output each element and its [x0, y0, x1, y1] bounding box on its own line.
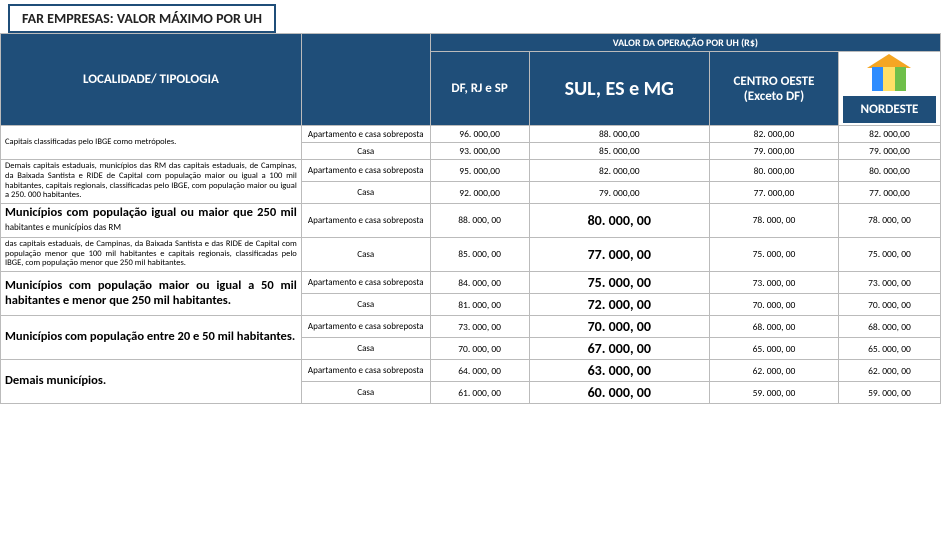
header-col-sul: SUL, ES e MG — [529, 52, 709, 126]
value-cell: 93. 000,00 — [430, 143, 529, 160]
typology-cell: Casa — [301, 382, 430, 404]
value-cell: 77. 000,00 — [710, 182, 839, 204]
table-row: das capitais estaduais, de Campinas, da … — [1, 237, 941, 271]
header-spacer — [301, 34, 430, 126]
value-cell: 80. 000,00 — [838, 160, 940, 182]
table-row: Municípios com população entre 20 e 50 m… — [1, 316, 941, 338]
typology-cell: Casa — [301, 237, 430, 271]
value-cell: 59. 000, 00 — [838, 382, 940, 404]
value-cell: 65. 000, 00 — [710, 338, 839, 360]
value-cell: 75. 000, 00 — [838, 237, 940, 271]
typology-cell: Casa — [301, 294, 430, 316]
page-title: FAR EMPRESAS: VALOR MÁXIMO POR UH — [8, 4, 276, 33]
row-description: Municípios com população entre 20 e 50 m… — [1, 316, 302, 360]
value-cell: 78. 000, 00 — [710, 204, 839, 238]
value-cell: 82. 000,00 — [838, 126, 940, 143]
row-description: Demais capitais estaduais, municípios da… — [1, 160, 302, 204]
value-cell: 77. 000, 00 — [529, 237, 709, 271]
value-cell: 80. 000, 00 — [529, 204, 709, 238]
typology-cell: Apartamento e casa sobreposta — [301, 272, 430, 294]
value-cell: 63. 000, 00 — [529, 360, 709, 382]
value-cell: 70. 000, 00 — [710, 294, 839, 316]
header-span: VALOR DA OPERAÇÃO POR UH (R$) — [430, 34, 940, 52]
value-cell: 95. 000,00 — [430, 160, 529, 182]
value-cell: 65. 000, 00 — [838, 338, 940, 360]
value-cell: 79. 000,00 — [710, 143, 839, 160]
value-cell: 82. 000,00 — [529, 160, 709, 182]
value-cell: 62. 000, 00 — [710, 360, 839, 382]
value-cell: 81. 000, 00 — [430, 294, 529, 316]
value-cell: 78. 000, 00 — [838, 204, 940, 238]
typology-cell: Apartamento e casa sobreposta — [301, 160, 430, 182]
value-cell: 85. 000, 00 — [430, 237, 529, 271]
value-cell: 70. 000, 00 — [529, 316, 709, 338]
value-cell: 72. 000, 00 — [529, 294, 709, 316]
value-cell: 85. 000,00 — [529, 143, 709, 160]
value-cell: 75. 000, 00 — [529, 272, 709, 294]
value-cell: 79. 000,00 — [529, 182, 709, 204]
table-row: Municípios com população igual ou maior … — [1, 204, 941, 238]
value-cell: 73. 000, 00 — [838, 272, 940, 294]
value-cell: 82. 000,00 — [710, 126, 839, 143]
table-row: Demais capitais estaduais, municípios da… — [1, 160, 941, 182]
value-cell: 80. 000,00 — [710, 160, 839, 182]
row-description: Demais municípios. — [1, 360, 302, 404]
typology-cell: Casa — [301, 338, 430, 360]
table-row: Municípios com população maior ou igual … — [1, 272, 941, 294]
typology-cell: Casa — [301, 182, 430, 204]
value-cell: 88. 000, 00 — [430, 204, 529, 238]
value-cell: 75. 000, 00 — [710, 237, 839, 271]
header-col-df: DF, RJ e SP — [430, 52, 529, 126]
value-cell: 84. 000, 00 — [430, 272, 529, 294]
value-cell: 77. 000,00 — [838, 182, 940, 204]
typology-cell: Apartamento e casa sobreposta — [301, 204, 430, 238]
value-cell: 73. 000, 00 — [710, 272, 839, 294]
value-cell: 70. 000, 00 — [430, 338, 529, 360]
row-description: Municípios com população maior ou igual … — [1, 272, 302, 316]
table-row: Demais municípios.Apartamento e casa sob… — [1, 360, 941, 382]
value-cell: 68. 000, 00 — [710, 316, 839, 338]
table-row: Capitais classificadas pelo IBGE como me… — [1, 126, 941, 143]
value-cell: 73. 000, 00 — [430, 316, 529, 338]
row-description: das capitais estaduais, de Campinas, da … — [1, 237, 302, 271]
value-cell: 92. 000,00 — [430, 182, 529, 204]
typology-cell: Apartamento e casa sobreposta — [301, 316, 430, 338]
value-cell: 88. 000,00 — [529, 126, 709, 143]
value-cell: 67. 000, 00 — [529, 338, 709, 360]
value-cell: 96. 000,00 — [430, 126, 529, 143]
value-cell: 61. 000, 00 — [430, 382, 529, 404]
typology-cell: Casa — [301, 143, 430, 160]
row-description: Municípios com população igual ou maior … — [1, 204, 302, 238]
value-cell: 59. 000, 00 — [710, 382, 839, 404]
row-description: Capitais classificadas pelo IBGE como me… — [1, 126, 302, 160]
value-cell: 79. 000,00 — [838, 143, 940, 160]
house-logo — [867, 54, 911, 94]
value-cell: 70. 000, 00 — [838, 294, 940, 316]
value-cell: 62. 000, 00 — [838, 360, 940, 382]
typology-cell: Apartamento e casa sobreposta — [301, 360, 430, 382]
value-cell: 68. 000, 00 — [838, 316, 940, 338]
value-cell: 60. 000, 00 — [529, 382, 709, 404]
header-col-ne: NORDESTE — [838, 52, 940, 126]
pricing-table: LOCALIDADE/ TIPOLOGIA VALOR DA OPERAÇÃO P… — [0, 33, 941, 404]
value-cell: 64. 000, 00 — [430, 360, 529, 382]
typology-cell: Apartamento e casa sobreposta — [301, 126, 430, 143]
header-locality: LOCALIDADE/ TIPOLOGIA — [1, 34, 302, 126]
header-col-co: CENTRO OESTE (Exceto DF) — [710, 52, 839, 126]
